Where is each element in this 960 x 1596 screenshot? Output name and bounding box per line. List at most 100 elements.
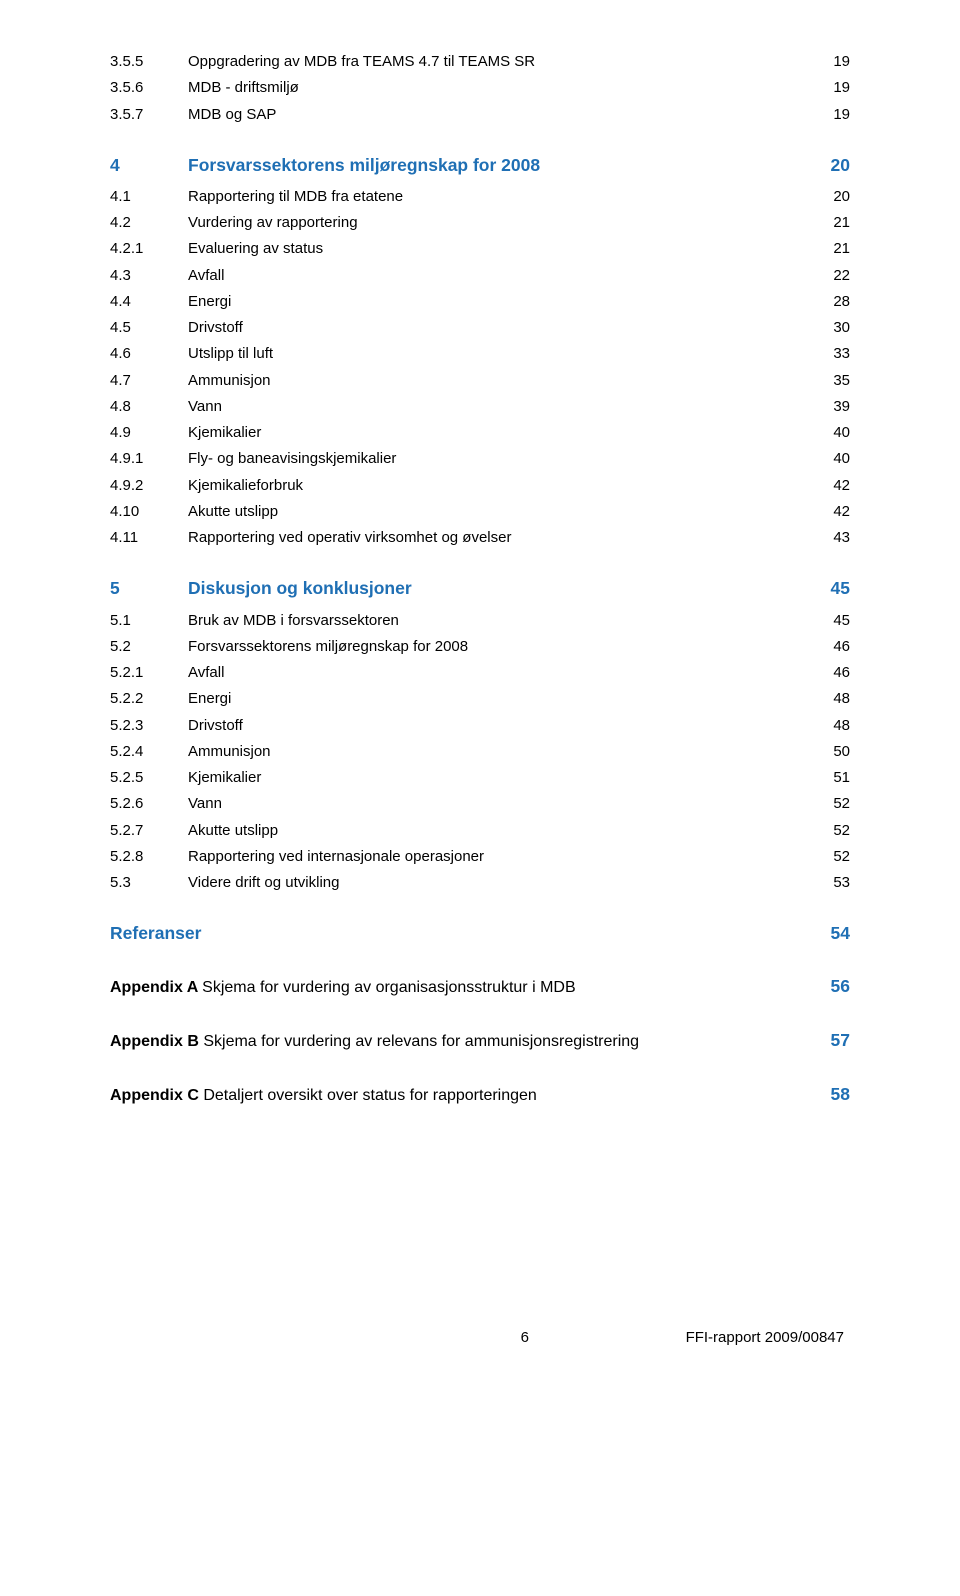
toc-number: 5.2.6 (110, 792, 188, 815)
toc-title: MDB og SAP (188, 103, 276, 126)
toc-page-number: 21 (820, 237, 850, 260)
appendix-title: Skjema for vurdering av organisasjonsstr… (202, 979, 575, 996)
footer-page-number: 6 (521, 1329, 529, 1346)
appendix-page-number: 57 (820, 1027, 850, 1054)
toc-title: Bruk av MDB i forsvarssektoren (188, 609, 399, 632)
toc-line: 4.11Rapportering ved operativ virksomhet… (110, 526, 850, 549)
toc-page-number: 46 (820, 661, 850, 684)
toc-line: 5Diskusjon og konklusjoner45 (110, 575, 850, 602)
toc-title: Drivstoff (188, 714, 243, 737)
references-page: 54 (820, 920, 850, 947)
toc-title: Kjemikalieforbruk (188, 474, 303, 497)
toc-line: 5.2.6Vann52 (110, 792, 850, 815)
toc-page-number: 52 (820, 845, 850, 868)
appendix-line: Appendix A Skjema for vurdering av organ… (110, 973, 850, 1001)
toc-number: 5.2.5 (110, 766, 188, 789)
toc-page-number: 35 (820, 369, 850, 392)
appendix-line: Appendix C Detaljert oversikt over statu… (110, 1081, 850, 1109)
toc-line: 4.9Kjemikalier 40 (110, 421, 850, 444)
toc-number: 5.2.8 (110, 845, 188, 868)
toc-title: Ammunisjon (188, 369, 271, 392)
references-line: Referanser 54 (110, 920, 850, 947)
toc-page-number: 39 (820, 395, 850, 418)
toc-line: 4.10Akutte utslipp42 (110, 500, 850, 523)
toc-line: 4.1Rapportering til MDB fra etatene20 (110, 185, 850, 208)
toc-number: 5.2.3 (110, 714, 188, 737)
toc-number: 5.1 (110, 609, 188, 632)
toc-line: 4.6Utslipp til luft33 (110, 342, 850, 365)
toc-line: 4.7Ammunisjon 35 (110, 369, 850, 392)
toc-title: Oppgradering av MDB fra TEAMS 4.7 til TE… (188, 50, 535, 73)
toc-line: 5.2.5Kjemikalier 51 (110, 766, 850, 789)
toc-line: 5.1Bruk av MDB i forsvarssektoren45 (110, 609, 850, 632)
toc-line: 5.3Videre drift og utvikling53 (110, 871, 850, 894)
appendix-prefix: Appendix B (110, 1033, 203, 1050)
toc-page-number: 19 (820, 76, 850, 99)
toc-number: 5.2.4 (110, 740, 188, 763)
toc-line: 5.2.3Drivstoff 48 (110, 714, 850, 737)
toc-title: Forsvarssektorens miljøregnskap for 2008 (188, 635, 468, 658)
toc-page-number: 40 (820, 421, 850, 444)
toc-page-number: 48 (820, 714, 850, 737)
toc-number: 3.5.6 (110, 76, 188, 99)
toc-page-number: 33 (820, 342, 850, 365)
toc-number: 4.4 (110, 290, 188, 313)
toc-page-number: 19 (820, 50, 850, 73)
footer-report-id: FFI-rapport 2009/00847 (686, 1329, 844, 1346)
toc-title: Rapportering ved internasjonale operasjo… (188, 845, 484, 868)
toc-line: 5.2Forsvarssektorens miljøregnskap for 2… (110, 635, 850, 658)
toc-number: 4.8 (110, 395, 188, 418)
toc-number: 4.2.1 (110, 237, 188, 260)
appendix-list: Appendix A Skjema for vurdering av organ… (110, 973, 850, 1108)
toc-line: 5.2.8Rapportering ved internasjonale ope… (110, 845, 850, 868)
toc-number: 3.5.7 (110, 103, 188, 126)
toc-page-number: 40 (820, 447, 850, 470)
toc-title: Diskusjon og konklusjoner (188, 575, 412, 602)
toc-number: 4.9.2 (110, 474, 188, 497)
toc-number: 4.11 (110, 526, 188, 549)
toc-title: Avfall (188, 661, 224, 684)
toc-number: 5.3 (110, 871, 188, 894)
toc-number: 4.9 (110, 421, 188, 444)
toc-title: Ammunisjon (188, 740, 271, 763)
toc-line: 4.5Drivstoff30 (110, 316, 850, 339)
toc-page-number: 42 (820, 474, 850, 497)
toc-title: Drivstoff (188, 316, 243, 339)
toc-page-number: 52 (820, 819, 850, 842)
toc-page-number: 22 (820, 264, 850, 287)
toc-page-number: 20 (820, 152, 850, 179)
page-footer: 6 FFI-rapport 2009/00847 (110, 1329, 850, 1346)
toc-title: Vurdering av rapportering (188, 211, 358, 234)
toc-title: Fly- og baneavisingskjemikalier (188, 447, 396, 470)
toc-number: 5.2.1 (110, 661, 188, 684)
toc-number: 5.2 (110, 635, 188, 658)
toc-page-number: 19 (820, 103, 850, 126)
toc-page-number: 21 (820, 211, 850, 234)
toc-line: 5.2.1Avfall 46 (110, 661, 850, 684)
toc-page-number: 53 (820, 871, 850, 894)
toc-page-number: 45 (820, 575, 850, 602)
toc-page-number: 51 (820, 766, 850, 789)
toc-page-number: 28 (820, 290, 850, 313)
toc-line: 5.2.4Ammunisjon50 (110, 740, 850, 763)
toc-line: 5.2.7Akutte utslipp 52 (110, 819, 850, 842)
toc-number: 4 (110, 152, 188, 179)
toc-title: Kjemikalier (188, 766, 261, 789)
toc-title: Utslipp til luft (188, 342, 273, 365)
toc-page-number: 20 (820, 185, 850, 208)
toc-title: Akutte utslipp (188, 819, 278, 842)
toc-title: Akutte utslipp (188, 500, 278, 523)
toc-page-number: 42 (820, 500, 850, 523)
toc-page-number: 46 (820, 635, 850, 658)
appendix-line: Appendix B Skjema for vurdering av relev… (110, 1027, 850, 1055)
toc-line: 4Forsvarssektorens miljøregnskap for 200… (110, 152, 850, 179)
appendix-page-number: 58 (820, 1081, 850, 1108)
toc-number: 5.2.7 (110, 819, 188, 842)
toc-page-number: 43 (820, 526, 850, 549)
toc-title: Kjemikalier (188, 421, 261, 444)
toc-page-number: 30 (820, 316, 850, 339)
toc-title: Rapportering ved operativ virksomhet og … (188, 526, 511, 549)
toc-line: 5.2.2Energi48 (110, 687, 850, 710)
appendix-title: Skjema for vurdering av relevans for amm… (203, 1033, 639, 1050)
toc-number: 4.7 (110, 369, 188, 392)
